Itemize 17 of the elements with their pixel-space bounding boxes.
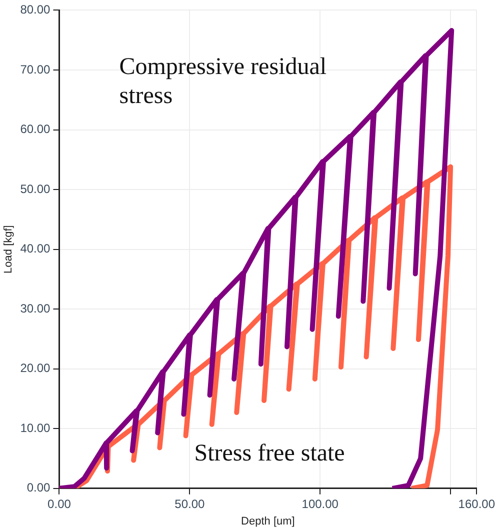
y-tick-label: 10.00 (20, 420, 51, 435)
y-axis-title: Load [kgf] (2, 225, 15, 274)
y-tick-label: 30.00 (20, 301, 51, 316)
y-tick-label: 80.00 (20, 2, 51, 17)
x-tick-label: 100.00 (302, 496, 339, 511)
y-tick-label: 40.00 (20, 242, 51, 256)
x-tick-label: 0.00 (48, 496, 72, 511)
y-tick-label: 20.00 (20, 361, 51, 376)
x-axis-title: Depth [um] (241, 515, 295, 528)
y-tick-label: 70.00 (20, 62, 51, 76)
y-tick-label: 50.00 (20, 182, 51, 196)
annotation: Stress free state (194, 440, 345, 466)
y-tick-label: 0.00 (26, 480, 51, 495)
y-tick-label: 60.00 (20, 122, 51, 136)
x-tick-label: 160.00 (458, 496, 496, 511)
x-tick-label: 50.00 (174, 496, 206, 511)
annotation: Compressive residual stress (119, 54, 327, 110)
